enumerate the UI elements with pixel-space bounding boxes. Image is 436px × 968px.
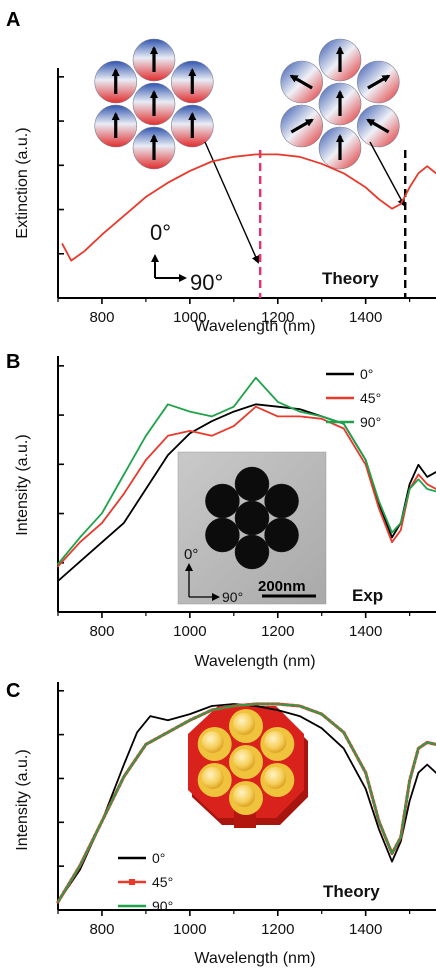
panel-a-x-tick-label: 800 bbox=[89, 309, 114, 326]
polarization-right-label: 90° bbox=[190, 270, 223, 295]
panel-b-axes bbox=[57, 356, 436, 613]
panel-b-exp-tag: Exp bbox=[352, 586, 383, 605]
tem-polarization-right-label: 90° bbox=[222, 589, 243, 605]
panel-c-x-tick-label: 1400 bbox=[349, 921, 382, 938]
panel-b-x-tick-label: 1200 bbox=[261, 623, 294, 640]
legend-entry-label: 45° bbox=[360, 390, 381, 406]
dipole-cluster-image bbox=[94, 38, 214, 170]
panel-a-letter: A bbox=[6, 9, 20, 31]
panel-c-y-axis-title: Intensity (a.u.) bbox=[14, 749, 31, 850]
panel-a: A 0° 90° Theory Wavelength (nm) Extincti… bbox=[6, 9, 436, 335]
panel-a-series-curve bbox=[61, 153, 436, 262]
panel-a-x-tick-label: 1200 bbox=[261, 309, 294, 326]
tem-polarization-up-label: 0° bbox=[184, 546, 198, 563]
panel-c-letter: C bbox=[6, 680, 20, 702]
panel-b: B 0° 90° 200nm Exp Wavelength (nm) Inten… bbox=[6, 351, 436, 670]
pointer-arrow-left bbox=[204, 141, 260, 264]
panel-b-x-tick-label: 800 bbox=[89, 623, 114, 640]
panel-c-series-line bbox=[57, 703, 436, 903]
panel-a-x-tick-label: 1400 bbox=[349, 309, 382, 326]
legend-entry-label: 0° bbox=[360, 366, 373, 382]
panel-b-x-axis-title: Wavelength (nm) bbox=[194, 653, 315, 670]
panel-c-x-axis-title: Wavelength (nm) bbox=[194, 950, 315, 967]
scale-bar-label: 200nm bbox=[258, 578, 306, 595]
panel-c-axes bbox=[57, 682, 436, 911]
panel-c-x-tick-label: 1000 bbox=[173, 921, 206, 938]
panel-b-letter: B bbox=[6, 351, 20, 373]
polarization-up-label: 0° bbox=[150, 220, 171, 245]
panel-c-x-tick-label: 1200 bbox=[261, 921, 294, 938]
polarization-indicator-a: 0° 90° bbox=[150, 220, 223, 295]
panel-a-axes bbox=[57, 68, 436, 299]
pointer-arrow-right bbox=[369, 141, 405, 207]
legend-entry-label: 90° bbox=[360, 414, 381, 430]
panel-b-x-tick-label: 1400 bbox=[349, 623, 382, 640]
tem-inset: 0° 90° 200nm bbox=[177, 451, 327, 605]
tem-nanoparticle-cluster bbox=[205, 466, 299, 570]
panel-c-theory-tag: Theory bbox=[323, 882, 380, 901]
panel-a-theory-tag: Theory bbox=[322, 269, 379, 288]
legend-entry-label: 90° bbox=[152, 898, 173, 914]
panel-a-x-axis-title: Wavelength (nm) bbox=[194, 318, 315, 335]
panel-b-series-line bbox=[57, 376, 436, 565]
panel-c-x-tick-label: 800 bbox=[89, 921, 114, 938]
panel-b-series-line bbox=[57, 405, 436, 568]
nanoparticle-array-model bbox=[188, 706, 308, 828]
panel-c: C Theory Wavelength (nm) Intensity (a.u.… bbox=[6, 680, 436, 967]
legend-marker bbox=[129, 879, 135, 885]
panel-a-x-tick-label: 1000 bbox=[173, 309, 206, 326]
panel-b-y-axis-title: Intensity (a.u.) bbox=[14, 434, 31, 535]
panel-a-y-axis-title: Extinction (a.u.) bbox=[14, 127, 31, 238]
panel-b-x-tick-label: 1000 bbox=[173, 623, 206, 640]
legend-entry-label: 0° bbox=[152, 850, 165, 866]
legend-entry-label: 45° bbox=[152, 874, 173, 890]
quadrupole-cluster-image bbox=[280, 38, 400, 170]
